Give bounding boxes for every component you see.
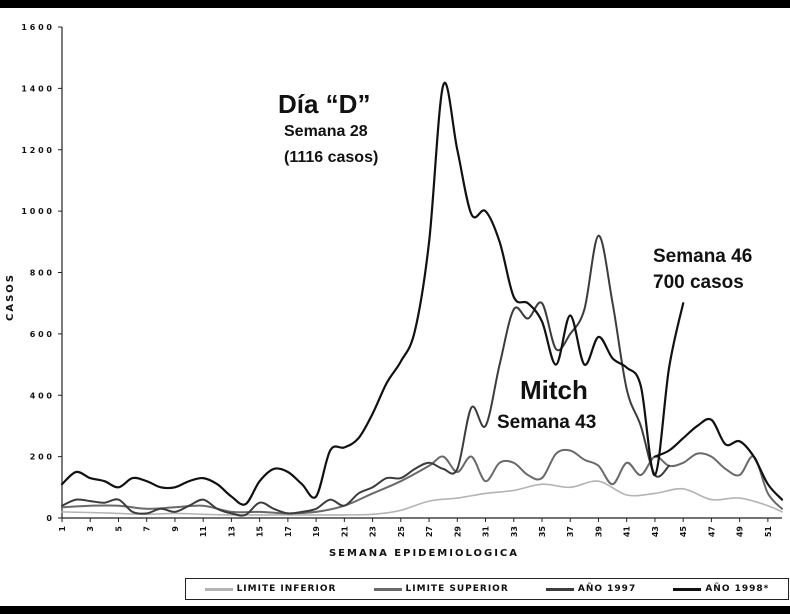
x-tick-label: 3 — [86, 526, 95, 532]
series-line-limite-inferior — [61, 480, 783, 516]
y-tick-label: 1 0 0 0 — [21, 207, 52, 216]
annotation-semana-43: Semana 43 — [497, 412, 596, 433]
y-tick-label: 1 4 0 0 — [21, 84, 52, 93]
annotation-dia-d: Día “D” — [278, 89, 370, 119]
x-tick-label: 21 — [340, 526, 349, 538]
x-axis-label: SEMANA EPIDEMIOLOGICA — [329, 548, 519, 559]
x-tick-label: 13 — [227, 526, 236, 537]
y-tick-label: 1 6 0 0 — [21, 23, 52, 32]
x-tick-label: 35 — [538, 526, 547, 538]
y-axis-label: CASOS — [5, 273, 16, 321]
legend-swatch — [204, 587, 233, 591]
series-line-año-1998 — [60, 81, 685, 506]
annotation-1116-casos: (1116 casos) — [284, 149, 378, 166]
y-tick-label: 0 — [46, 514, 52, 523]
x-tick-label: 15 — [256, 526, 265, 538]
y-ticks: 0 2 0 0 4 0 0 6 0 0 8 0 0 1 0 0 0 1 2 0 0 1 4 0… — [21, 23, 62, 523]
annotation-semana-46: Semana 46 — [653, 246, 752, 267]
x-tick-label: 45 — [679, 526, 688, 538]
y-tick-label: 2 0 0 — [30, 453, 53, 462]
x-tick-label: 27 — [425, 526, 434, 537]
legend-item-limite-inferior: LIMITE INFERIOR — [204, 584, 337, 594]
legend-label: AÑO 1997 — [577, 584, 637, 594]
x-tick-label: 51 — [764, 526, 773, 538]
x-tick-label: 23 — [369, 526, 378, 537]
x-tick-label: 31 — [482, 526, 491, 538]
y-tick-label: 1 2 0 0 — [21, 146, 52, 155]
annotation-mitch: Mitch — [520, 375, 588, 405]
x-tick-label: 29 — [453, 526, 462, 538]
x-tick-label: 33 — [510, 526, 519, 537]
y-tick-label: 8 0 0 — [30, 269, 53, 278]
series-line-limite-superior — [61, 448, 783, 515]
legend: LIMITE INFERIOR LIMITE SUPERIOR AÑO 1997… — [185, 578, 789, 600]
series-line-ano-1998-continuation — [653, 417, 784, 501]
legend-item-limite-superior: LIMITE SUPERIOR — [373, 584, 509, 594]
annotation-semana-28: Semana 28 — [284, 123, 368, 140]
legend-swatch — [673, 587, 702, 591]
x-tick-label: 43 — [651, 526, 660, 537]
y-tick-label: 4 0 0 — [30, 391, 53, 400]
x-tick-label: 39 — [594, 526, 603, 538]
x-tick-label: 17 — [284, 526, 293, 537]
annotation-700-casos: 700 casos — [653, 272, 744, 293]
legend-item-ano-1997: AÑO 1997 — [545, 584, 637, 594]
x-tick-label: 25 — [397, 526, 406, 538]
legend-swatch — [545, 587, 574, 591]
legend-item-ano-1998: AÑO 1998* — [673, 584, 769, 594]
x-tick-label: 1 — [58, 526, 67, 532]
x-tick-label: 41 — [623, 526, 632, 538]
legend-label: LIMITE SUPERIOR — [405, 584, 509, 594]
y-tick-label: 6 0 0 — [30, 330, 53, 339]
x-tick-label: 19 — [312, 526, 321, 538]
series-lines — [60, 81, 784, 517]
x-tick-label: 7 — [143, 526, 152, 532]
x-tick-label: 11 — [199, 526, 208, 538]
legend-label: AÑO 1998* — [705, 584, 770, 594]
x-tick-label: 47 — [707, 526, 716, 537]
series-line-año-1997 — [61, 234, 671, 517]
legend-label: LIMITE INFERIOR — [236, 584, 337, 594]
x-tick-label: 5 — [114, 526, 123, 532]
x-tick-label: 9 — [171, 526, 180, 532]
x-tick-label: 37 — [566, 526, 575, 537]
x-ticks: 1 3 5 7 9 11 13 15 17 19 21 23 25 27 29 31 33 35 37 39 41 43 4… — [58, 518, 773, 537]
legend-swatch — [373, 587, 402, 591]
x-tick-label: 49 — [736, 526, 745, 538]
